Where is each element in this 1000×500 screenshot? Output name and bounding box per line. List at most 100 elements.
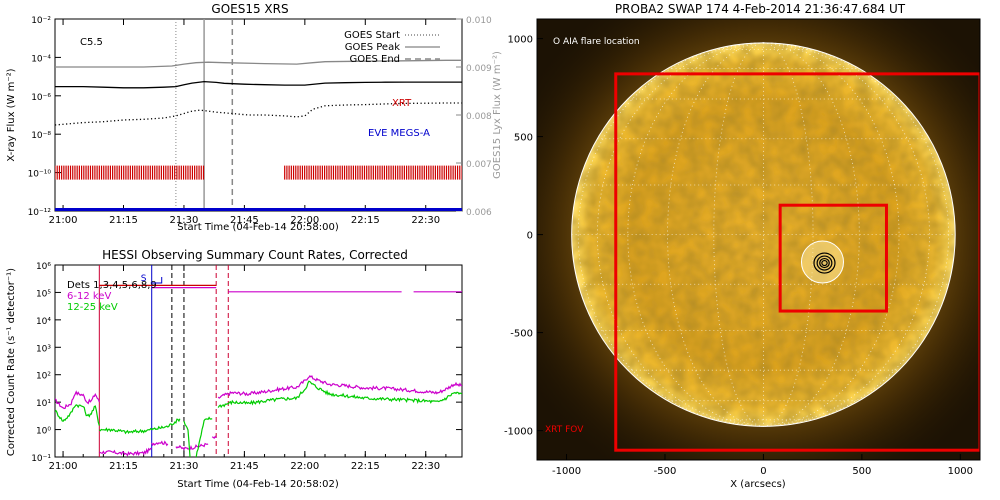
longitude-line — [763, 42, 949, 427]
hessi-series-segment — [217, 380, 462, 409]
hessi-series-segment — [211, 435, 217, 439]
swap-x-tick-label: 0 — [760, 466, 766, 477]
hessi-series-segment — [98, 427, 153, 435]
goes-eve-label: EVE MEGS-A — [368, 128, 430, 139]
hessi-series-segment — [183, 420, 191, 457]
goes-y-right-tick-label: 0.009 — [466, 64, 492, 74]
hessi-series-segment — [99, 447, 152, 457]
hessi-series-segment — [217, 375, 462, 399]
goes-legend-label: GOES Peak — [345, 42, 400, 53]
hessi-marker-label: S — [141, 274, 147, 284]
hessi-title: HESSI Observing Summary Count Rates, Cor… — [102, 248, 408, 262]
flare-contour — [813, 252, 836, 274]
hessi-x-tick-label: 21:45 — [230, 461, 259, 472]
goes-y-right-tick-label: 0.008 — [466, 112, 492, 122]
goes-series-long — [55, 80, 462, 89]
hessi-series-segment — [55, 390, 100, 410]
goes-y-tick-label: 10⁻⁸ — [31, 131, 51, 141]
hessi-legend-label: 12-25 keV — [67, 302, 118, 313]
goes-y-tick-label: 10⁻⁶ — [31, 93, 51, 103]
hessi-y-tick-label: 10² — [36, 372, 51, 382]
goes-series-lyman — [55, 59, 462, 68]
goes-plot-frame — [54, 18, 463, 212]
longitude-line — [667, 42, 764, 427]
goes-x-tick-label: 21:00 — [49, 215, 78, 226]
swap-y-tick-label: 500 — [514, 133, 533, 144]
hessi-series-segment — [151, 440, 169, 447]
goes-x-tick-label: 21:15 — [109, 215, 138, 226]
hessi-panel: HESSI Observing Summary Count Rates, Cor… — [6, 248, 463, 490]
hessi-legend-label: 6-12 keV — [67, 291, 111, 302]
goes-x-tick-label: 22:15 — [351, 215, 380, 226]
hessi-series-segment — [195, 416, 213, 457]
swap-y-tick-label: 1000 — [508, 35, 533, 46]
hessi-y-tick-label: 10³ — [36, 344, 51, 354]
hessi-x-tick-label: 22:00 — [290, 461, 319, 472]
xrt-fov-box — [614, 72, 980, 452]
goes-xrt-label: XRT — [392, 98, 412, 109]
swap-x-tick-label: 1000 — [948, 466, 973, 477]
swap-y-tick-label: -500 — [510, 329, 533, 340]
hessi-x-tick-label: 21:00 — [49, 461, 78, 472]
hessi-y-tick-label: 10⁻¹ — [31, 454, 51, 464]
hessi-legend-label: Dets 1,3,4,5,6,8,9 — [67, 280, 157, 291]
hessi-x-tick-label: 22:30 — [411, 461, 440, 472]
swap-image-panel: PROBA2 SWAP 174 4-Feb-2014 21:36:47.684 … — [504, 2, 981, 490]
goes-legend-label: GOES Start — [344, 30, 400, 41]
goes-x-tick-label: 22:30 — [411, 215, 440, 226]
goes-xlabel: Start Time (04-Feb-14 20:58:00) — [177, 222, 339, 233]
goes-y-right-tick-label: 0.007 — [466, 160, 492, 170]
solar-disk-texture — [571, 42, 956, 427]
hessi-xlabel: Start Time (04-Feb-14 20:58:02) — [177, 479, 339, 490]
flare-contour — [819, 257, 830, 269]
flare-zoom-box — [778, 203, 888, 313]
flare-contour — [821, 259, 828, 267]
swap-title: PROBA2 SWAP 174 4-Feb-2014 21:36:47.684 … — [615, 2, 906, 16]
swap-xlabel: X (arcsecs) — [730, 479, 786, 490]
swap-xrt-fov-label: XRT FOV — [545, 425, 584, 435]
swap-y-tick-label: 0 — [527, 231, 533, 242]
goes-ylabel: X-ray Flux (W m⁻²) — [6, 68, 17, 161]
longitude-line — [763, 42, 860, 427]
goes-x-tick-label: 21:45 — [230, 215, 259, 226]
goes-y-tick-label: 10⁻¹² — [28, 208, 52, 218]
swap-y-tick-label: -1000 — [504, 427, 533, 438]
hessi-series-segment — [175, 442, 209, 451]
hessi-series-segment — [55, 404, 100, 426]
hessi-y-tick-label: 10⁵ — [36, 289, 51, 299]
hessi-y-tick-label: 10⁴ — [36, 317, 51, 327]
hessi-y-tick-label: 10⁰ — [36, 427, 51, 437]
swap-x-tick-label: -1000 — [552, 466, 581, 477]
goes-x-tick-label: 22:00 — [290, 215, 319, 226]
swap-x-tick-label: 500 — [852, 466, 871, 477]
hessi-x-tick-label: 22:15 — [351, 461, 380, 472]
swap-x-tick-label: -500 — [654, 466, 677, 477]
goes-y-tick-label: 10⁻² — [31, 16, 51, 26]
goes-y-right-tick-label: 0.010 — [466, 16, 492, 26]
goes-xrs-panel: GOES15 XRS 21:00 21:15 21:30 21:45 22:00 22:1… — [6, 2, 503, 233]
hessi-y-tick-label: 10⁶ — [36, 262, 51, 272]
hessi-x-tick-label: 21:30 — [170, 461, 199, 472]
hessi-plot-frame — [54, 264, 463, 458]
hessi-x-tick-label: 21:15 — [109, 461, 138, 472]
goes-y-tick-label: 10⁻¹⁰ — [28, 170, 52, 180]
goes-x-tick-label: 21:30 — [170, 215, 199, 226]
hessi-y-tick-label: 10¹ — [36, 399, 51, 409]
goes-legend-label: GOES End — [350, 54, 400, 65]
flare-contour — [816, 255, 833, 271]
swap-plot-frame — [536, 18, 981, 461]
hessi-ylabel: Corrected Count Rate (s⁻¹ detector⁻¹) — [6, 268, 17, 456]
aia-flare-circle — [800, 240, 844, 284]
goes-ylabel-right: GOES15 Lyx Flux (W m⁻²) — [492, 51, 503, 179]
goes-title: GOES15 XRS — [211, 2, 288, 16]
goes-flare-class: C5.5 — [80, 37, 103, 48]
aia-flare-location-marker — [800, 240, 844, 284]
swap-aia-label: O AIA flare location — [553, 37, 640, 47]
goes-y-right-tick-label: 0.006 — [466, 208, 492, 218]
hessi-marker-bracket — [150, 277, 163, 284]
goes-y-tick-label: 10⁻⁴ — [31, 54, 51, 64]
hessi-series-segment — [151, 418, 181, 431]
